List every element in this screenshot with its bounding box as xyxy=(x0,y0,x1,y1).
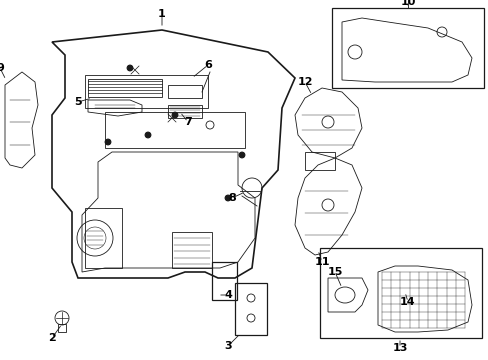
Text: 10: 10 xyxy=(400,0,415,7)
Text: 9: 9 xyxy=(0,63,4,73)
Circle shape xyxy=(225,195,230,201)
Text: 13: 13 xyxy=(391,343,407,353)
Bar xyxy=(331,8,483,88)
Text: 3: 3 xyxy=(224,341,231,351)
Text: 12: 12 xyxy=(297,77,312,87)
Circle shape xyxy=(239,152,244,158)
Bar xyxy=(235,283,266,335)
Circle shape xyxy=(145,132,150,138)
Circle shape xyxy=(172,112,178,118)
Text: 2: 2 xyxy=(48,333,56,343)
Text: 5: 5 xyxy=(74,97,81,107)
Text: 8: 8 xyxy=(228,193,235,203)
Circle shape xyxy=(127,65,133,71)
Circle shape xyxy=(105,139,111,145)
Bar xyxy=(58,324,66,332)
Bar xyxy=(319,248,481,338)
Text: 6: 6 xyxy=(203,60,211,70)
Text: 14: 14 xyxy=(399,297,415,307)
Text: 15: 15 xyxy=(326,267,342,277)
Text: 4: 4 xyxy=(224,290,231,300)
Text: 1: 1 xyxy=(158,9,165,19)
Bar xyxy=(88,79,162,97)
Text: 11: 11 xyxy=(314,257,329,267)
Text: 7: 7 xyxy=(184,117,191,127)
Bar xyxy=(212,262,237,300)
